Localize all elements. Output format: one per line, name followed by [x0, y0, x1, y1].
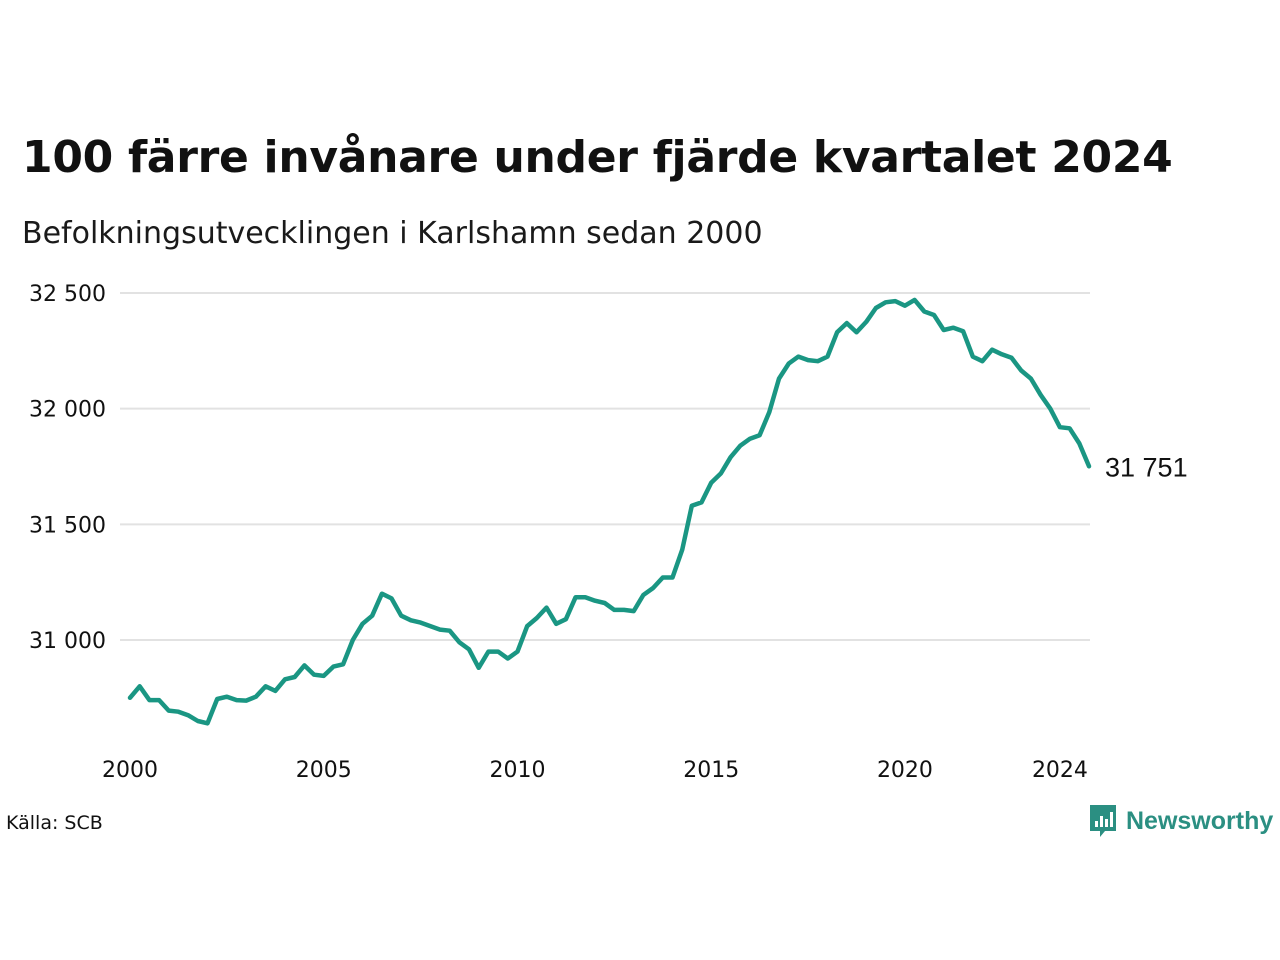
brand-name: Newsworthy: [1126, 806, 1274, 835]
y-tick-label: 31 000: [29, 629, 106, 654]
x-tick-label: 2000: [102, 758, 158, 783]
source-note: Källa: SCB: [6, 812, 103, 834]
chart-subtitle: Befolkningsutvecklingen i Karlshamn seda…: [22, 216, 763, 251]
x-tick-label: 2024: [1032, 758, 1088, 783]
x-tick-label: 2005: [296, 758, 352, 783]
x-tick-label: 2010: [489, 758, 545, 783]
x-tick-label: 2015: [683, 758, 739, 783]
gridlines: [120, 292, 1090, 641]
series-line: [127, 297, 1092, 726]
y-axis-ticks: 31 000 31 500 32 000 32 500: [29, 282, 106, 654]
newsworthy-logo: Newsworthy: [1088, 803, 1273, 839]
y-tick-label: 32 000: [29, 398, 106, 423]
x-axis-ticks: 2000 2005 2010 2015 2020 2024: [102, 758, 1088, 783]
y-tick-label: 32 500: [29, 282, 106, 307]
x-tick-label: 2020: [877, 758, 933, 783]
end-value-label: 31 751: [1105, 452, 1188, 482]
y-tick-label: 31 500: [29, 513, 106, 538]
chart-title: 100 färre invånare under fjärde kvartale…: [22, 132, 1173, 183]
newsworthy-logo-icon: [1090, 805, 1116, 837]
